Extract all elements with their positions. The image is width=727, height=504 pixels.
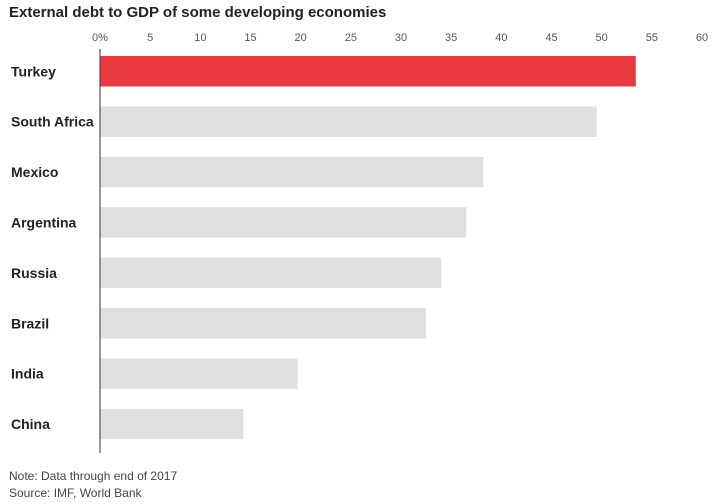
category-label: Brazil [11,315,49,331]
bar [100,408,244,440]
bar [100,358,298,389]
x-tick-label: 55 [646,32,658,44]
x-tick-label: 25 [345,32,357,44]
x-tick-label: 5 [147,32,153,44]
bars [100,56,636,440]
category-label: India [11,366,44,382]
bar [100,308,427,339]
x-tick-label: 30 [395,32,407,44]
category-label: Argentina [11,214,77,230]
x-tick-label: 45 [545,32,557,44]
chart-source: Source: IMF, World Bank [9,486,142,500]
bar [100,56,636,87]
x-tick-label: 60 [696,32,708,44]
x-tick-label: 10 [194,32,206,44]
bar [100,257,442,289]
category-label: China [11,416,50,432]
category-label: Mexico [11,164,58,180]
category-labels: Turkey South Africa Mexico Argentina Russia B… [11,63,94,432]
category-label: Russia [11,265,57,281]
x-tick-label: 15 [244,32,256,44]
x-tick-label: 35 [445,32,457,44]
chart-note: Note: Data through end of 2017 [9,469,178,483]
x-tick-label: 0% [92,32,108,44]
x-tick-label: 40 [495,32,507,44]
category-label: South Africa [11,114,94,130]
category-label: Turkey [11,63,56,79]
x-tick-label: 50 [596,32,608,44]
x-tick-label: 20 [295,32,307,44]
bar [100,156,484,188]
x-axis-ticks: 0% 5 10 15 20 25 30 35 40 45 50 55 60 [92,32,708,44]
bar [100,207,467,238]
bar [100,106,597,137]
chart-title: External debt to GDP of some developing … [9,4,387,21]
bar-chart: 0% 5 10 15 20 25 30 35 40 45 50 55 60 Turkey South Af… [11,32,708,453]
